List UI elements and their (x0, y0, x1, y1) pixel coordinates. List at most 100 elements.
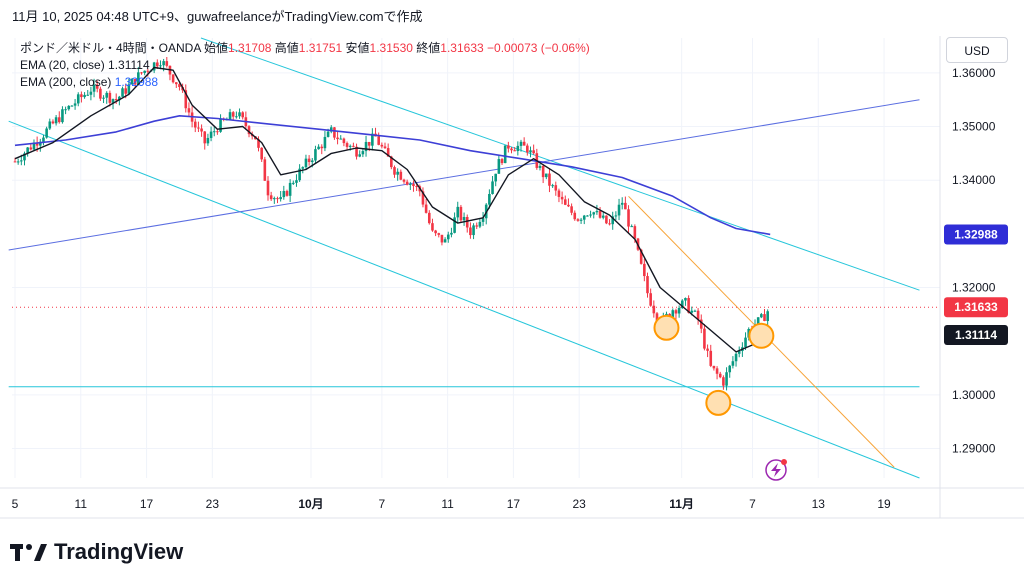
candle-body[interactable] (61, 109, 64, 123)
candle-body[interactable] (592, 212, 596, 215)
candle-body[interactable] (731, 361, 735, 366)
candle-body[interactable] (674, 310, 678, 314)
circle-marker[interactable] (653, 314, 680, 341)
candle-body[interactable] (462, 216, 466, 221)
ema200-line[interactable] (14, 115, 771, 236)
candle-body[interactable] (718, 373, 722, 378)
candle-body[interactable] (29, 147, 33, 150)
candle-body[interactable] (20, 160, 23, 162)
candle-body[interactable] (617, 204, 621, 216)
candle-body[interactable] (269, 195, 273, 200)
candle-body[interactable] (39, 141, 42, 146)
candle-body[interactable] (111, 99, 115, 103)
candle-body[interactable] (114, 99, 118, 101)
candle-body[interactable] (630, 226, 633, 228)
candle-body[interactable] (557, 190, 561, 197)
candle-body[interactable] (576, 219, 580, 221)
candle-body[interactable] (118, 96, 121, 101)
candle-body[interactable] (699, 319, 703, 329)
candle-body[interactable] (627, 209, 630, 227)
candle-body[interactable] (551, 185, 554, 187)
candle-body[interactable] (601, 215, 605, 218)
price-chart[interactable]: 1.36000 1.35000 1.34000 1.32000 1.30000 1.290… (0, 32, 1024, 520)
candle-body[interactable] (677, 307, 681, 314)
candle-body[interactable] (73, 103, 77, 106)
candle-body[interactable] (649, 293, 652, 306)
candle-body[interactable] (605, 215, 608, 224)
candle-body[interactable] (646, 276, 649, 294)
candle-body[interactable] (756, 317, 760, 326)
candle-body[interactable] (409, 183, 412, 185)
candle-body[interactable] (51, 121, 55, 124)
candle-body[interactable] (440, 234, 444, 243)
candle-body[interactable] (760, 314, 763, 318)
candle-body[interactable] (314, 149, 317, 161)
candle-body[interactable] (241, 112, 244, 118)
candle-body[interactable] (684, 298, 687, 301)
candle-body[interactable] (396, 171, 399, 175)
candle-body[interactable] (80, 94, 83, 98)
candle-body[interactable] (26, 147, 29, 154)
candle-body[interactable] (399, 171, 403, 180)
candle-body[interactable] (643, 263, 646, 277)
candle-body[interactable] (737, 351, 741, 354)
candle-body[interactable] (342, 138, 346, 144)
candle-body[interactable] (624, 202, 627, 210)
candle-body[interactable] (693, 310, 697, 312)
candle-body[interactable] (380, 144, 384, 147)
candle-body[interactable] (102, 97, 105, 99)
candle-body[interactable] (459, 206, 463, 221)
candle-body[interactable] (703, 328, 706, 349)
candle-body[interactable] (393, 167, 396, 175)
candle-body[interactable] (431, 223, 434, 231)
candle-body[interactable] (92, 84, 96, 92)
candle-body[interactable] (570, 206, 573, 213)
candle-body[interactable] (231, 112, 235, 117)
candle-body[interactable] (465, 216, 469, 228)
candle-body[interactable] (174, 82, 178, 85)
candle-body[interactable] (263, 159, 267, 181)
candle-body[interactable] (532, 150, 535, 154)
candle-body[interactable] (57, 117, 61, 123)
legend-ema20-row[interactable]: EMA (20, close) 1.31114 (20, 57, 590, 74)
candle-body[interactable] (763, 314, 766, 322)
candle-body[interactable] (295, 180, 298, 183)
candle-body[interactable] (488, 193, 491, 205)
candle-body[interactable] (478, 221, 482, 227)
candle-body[interactable] (513, 150, 516, 152)
candle-body[interactable] (32, 142, 36, 150)
candle-body[interactable] (355, 146, 358, 157)
trendline-cyan[interactable] (200, 37, 920, 291)
candle-body[interactable] (323, 136, 327, 149)
candle-body[interactable] (573, 212, 577, 220)
candle-body[interactable] (228, 112, 232, 120)
candle-body[interactable] (99, 88, 102, 99)
candle-body[interactable] (320, 146, 324, 149)
candle-body[interactable] (159, 65, 162, 67)
candle-body[interactable] (538, 165, 542, 168)
candle-body[interactable] (386, 148, 390, 157)
candle-body[interactable] (507, 145, 510, 149)
circle-marker[interactable] (705, 389, 732, 416)
candle-body[interactable] (178, 84, 181, 88)
candle-body[interactable] (712, 365, 716, 369)
candle-body[interactable] (35, 142, 39, 146)
candle-body[interactable] (361, 151, 365, 155)
candle-body[interactable] (497, 159, 501, 174)
candle-body[interactable] (187, 108, 191, 113)
candle-body[interactable] (548, 173, 551, 186)
candle-body[interactable] (105, 92, 109, 98)
candle-body[interactable] (412, 183, 415, 187)
candle-body[interactable] (130, 79, 134, 85)
candle-body[interactable] (390, 156, 393, 168)
symbol-name[interactable]: ポンド／米ドル・4時間・OANDA (20, 41, 201, 55)
candle-body[interactable] (364, 141, 368, 152)
candle-body[interactable] (766, 311, 769, 322)
candle-body[interactable] (219, 118, 222, 132)
candle-body[interactable] (298, 168, 301, 181)
candle-body[interactable] (326, 131, 330, 137)
candle-body[interactable] (516, 145, 520, 152)
candle-body[interactable] (336, 137, 339, 140)
candle-body[interactable] (257, 139, 260, 148)
candle-body[interactable] (706, 348, 709, 351)
